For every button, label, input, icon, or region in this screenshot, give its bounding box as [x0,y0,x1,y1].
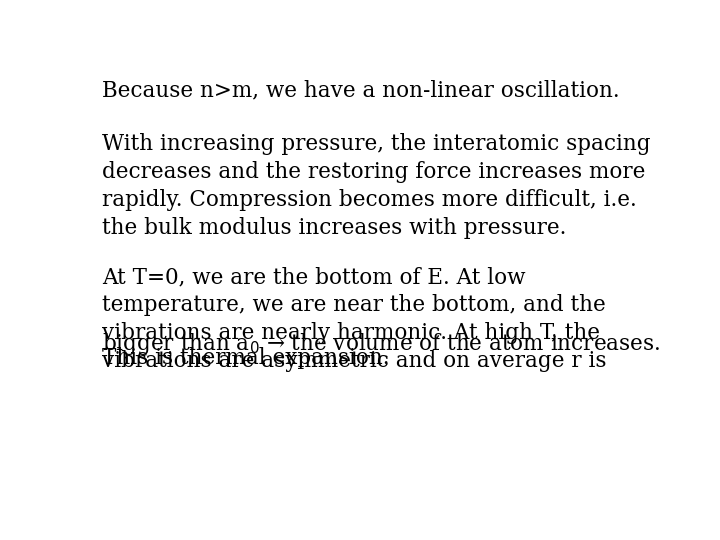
Text: At T=0, we are the bottom of E. At low
temperature, we are near the bottom, and : At T=0, we are the bottom of E. At low t… [102,266,607,372]
Text: With increasing pressure, the interatomic spacing
decreases and the restoring fo: With increasing pressure, the interatomi… [102,133,651,239]
Text: bigger than a$_{0}$ → the volume of the atom increases.: bigger than a$_{0}$ → the volume of the … [102,331,660,357]
Text: Because n>m, we have a non-linear oscillation.: Because n>m, we have a non-linear oscill… [102,79,620,102]
Text: This is thermal expansion.: This is thermal expansion. [102,347,390,369]
